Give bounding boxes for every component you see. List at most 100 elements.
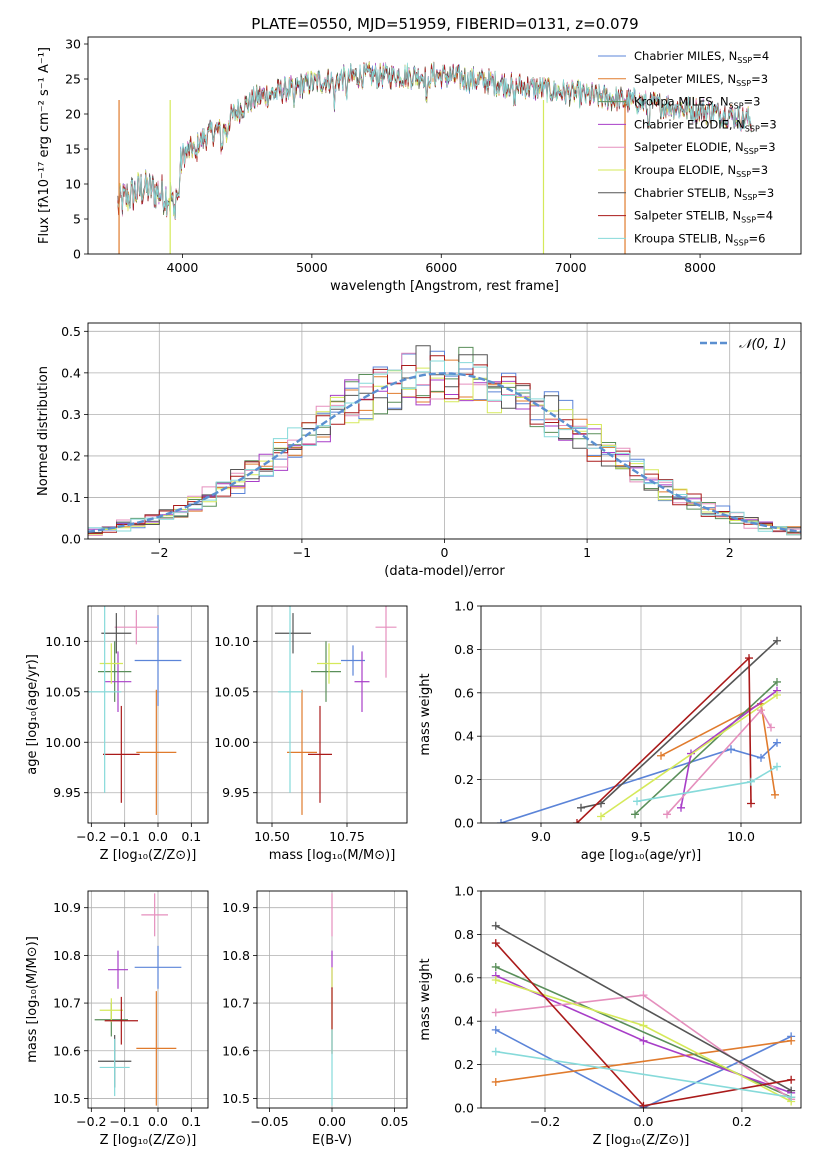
weight-marker-kroupa-elodie (773, 690, 781, 699)
x-tick-label: 9.5 (631, 829, 651, 844)
y-axis-label: age [log₁₀(age/yr)] (25, 654, 40, 775)
mass-vs-metallicity-panel: −0.2 −0.1 0.0 0.1 10.5 10.6 10.7 10.8 10.9 Z [log… (25, 890, 209, 1148)
y-tick-label: 0.6 (454, 970, 474, 985)
legend-subscript: SSP (742, 193, 757, 202)
legend-count: =4 (752, 49, 769, 63)
legend-label-salpeter-stelib: Salpeter STELIB, NSSP=4 (634, 209, 773, 225)
x-tick-label: −0.1 (109, 1114, 139, 1129)
weight-line-salpeter-stelib (576, 656, 752, 823)
x-tick-label: 8000 (684, 260, 716, 275)
weight-marker-kroupa-miles (491, 962, 500, 971)
weight-marker-kroupa-miles (773, 677, 781, 686)
weight-marker-chabrier-stelib (773, 636, 781, 645)
y-tick-label: 1.0 (454, 884, 474, 899)
y-tick-label: 10.10 (45, 634, 81, 649)
legend-label-salpeter-miles: Salpeter MILES, NSSP=3 (634, 72, 768, 88)
weight-marker-kroupa-elodie (597, 812, 605, 821)
plot-area (117, 61, 752, 254)
weight-marker-kroupa-elodie (491, 975, 500, 984)
weight-marker-salpeter-elodie (491, 1008, 500, 1017)
y-tick-label: 20 (65, 107, 81, 122)
x-tick-label: 4000 (167, 260, 199, 275)
x-tick-label: 10.75 (329, 829, 365, 844)
legend-count: =3 (757, 186, 774, 200)
weight-marker-kroupa-stelib (491, 1047, 500, 1056)
weight-marker-salpeter-stelib (745, 654, 753, 663)
weight-marker-chabrier-stelib (491, 921, 500, 930)
plot-area (481, 891, 801, 1108)
y-tick-label: 0.2 (454, 1057, 474, 1072)
weight-line-kroupa-stelib (495, 1050, 792, 1098)
y-tick-label: 10.7 (222, 996, 250, 1011)
y-tick-label: 10.05 (214, 684, 250, 699)
y-tick-label: 10.9 (53, 900, 81, 915)
axes-frame (256, 605, 408, 824)
axes-frame (87, 36, 802, 255)
y-tick-label: 0.5 (61, 324, 81, 339)
y-tick-label: 0.4 (454, 1014, 474, 1029)
y-tick-label: 1.0 (454, 599, 474, 614)
weight-marker-kroupa-stelib (773, 762, 781, 771)
legend-subscript: SSP (734, 238, 749, 247)
y-tick-label: 10.00 (45, 735, 81, 750)
y-tick-label: 15 (65, 142, 81, 157)
weight-marker-salpeter-miles (657, 751, 665, 760)
x-axis-label: wavelength [Angstrom, rest frame] (330, 279, 559, 294)
legend-subscript: SSP (745, 124, 760, 133)
weight-marker-chabrier-miles (497, 819, 505, 823)
spectrum-legend: Chabrier MILES, NSSP=4 Salpeter MILES, NS… (598, 49, 777, 247)
age-vs-metallicity-panel: −0.2 −0.1 0.0 0.1 9.95 10.00 10.05 10.10 Z [log₁… (25, 605, 209, 863)
legend-label-kroupa-stelib: Kroupa STELIB, NSSP=6 (634, 231, 765, 247)
legend-count: =3 (759, 140, 776, 154)
x-axis-label: Z [log₁₀(Z/Z⊙)] (100, 1133, 197, 1148)
axes-frame (480, 890, 802, 1109)
y-tick-label: 10.7 (53, 996, 81, 1011)
x-tick-label: 6000 (425, 260, 457, 275)
legend-count: =3 (744, 95, 761, 109)
legend-label-kroupa-elodie: Kroupa ELODIE, NSSP=3 (634, 163, 768, 179)
y-tick-label: 9.95 (53, 785, 81, 800)
axes-frame (256, 890, 408, 1109)
plot-area (88, 891, 208, 1108)
weight-line-salpeter-miles (495, 1039, 792, 1083)
weight-marker-salpeter-stelib (491, 939, 500, 948)
y-axis-label: Flux [fλ10⁻¹⁷ erg cm⁻² s⁻¹ A⁻¹] (37, 47, 52, 244)
plot-area (88, 606, 208, 823)
legend-count: =3 (751, 72, 768, 86)
x-tick-label: −0.2 (530, 1114, 560, 1129)
weight-line-chabrier-miles (495, 1029, 792, 1108)
x-axis-label: age [log₁₀(age/yr)] (581, 848, 702, 863)
legend-label-chabrier-elodie: Chabrier ELODIE, NSSP=3 (634, 117, 777, 133)
y-axis-label: mass [log₁₀(M/M⊙)] (25, 936, 40, 1063)
y-tick-label: 30 (65, 37, 81, 52)
x-tick-label: 0.05 (381, 1114, 409, 1129)
y-tick-label: 10.8 (53, 948, 81, 963)
y-axis-label: mass weight (418, 958, 433, 1040)
x-axis-label: E(B-V) (312, 1133, 352, 1148)
x-tick-label: −0.1 (109, 829, 139, 844)
weight-vs-metallicity-panel: −0.2 0.0 0.2 0.0 0.2 0.4 0.6 0.8 1.0 Z [log₁₀(Z/Z… (418, 884, 802, 1148)
x-tick-label: 0.1 (181, 829, 201, 844)
x-tick-label: 10.50 (254, 829, 290, 844)
normal-reference-curve (88, 372, 801, 533)
weight-marker-salpeter-stelib (747, 799, 755, 808)
y-tick-label: 0.3 (61, 407, 81, 422)
legend-count: =3 (751, 163, 768, 177)
y-tick-label: 0.4 (61, 365, 81, 380)
mass-vs-ebv-panel: −0.05 0.00 0.05 10.5 10.6 10.7 10.8 10.9 E(B-V) (222, 890, 409, 1148)
legend-label-kroupa-miles: Kroupa MILES, NSSP=3 (634, 95, 760, 111)
y-tick-label: 0.8 (454, 927, 474, 942)
y-tick-label: 0.0 (454, 816, 474, 831)
y-tick-label: 0.2 (61, 448, 81, 463)
x-tick-label: 0.00 (318, 1114, 346, 1129)
y-tick-label: 0.8 (454, 642, 474, 657)
weight-marker-salpeter-stelib (573, 819, 581, 823)
x-tick-label: 0 (441, 545, 449, 560)
x-tick-label: −0.05 (250, 1114, 288, 1129)
weight-line-kroupa-elodie (600, 694, 778, 818)
legend-subscript: SSP (736, 79, 751, 88)
y-tick-label: 10.5 (222, 1091, 250, 1106)
weight-marker-salpeter-elodie (767, 723, 775, 732)
x-axis-label: mass [log₁₀(M/M⊙)] (269, 848, 396, 863)
x-tick-label: 10.0 (727, 829, 755, 844)
